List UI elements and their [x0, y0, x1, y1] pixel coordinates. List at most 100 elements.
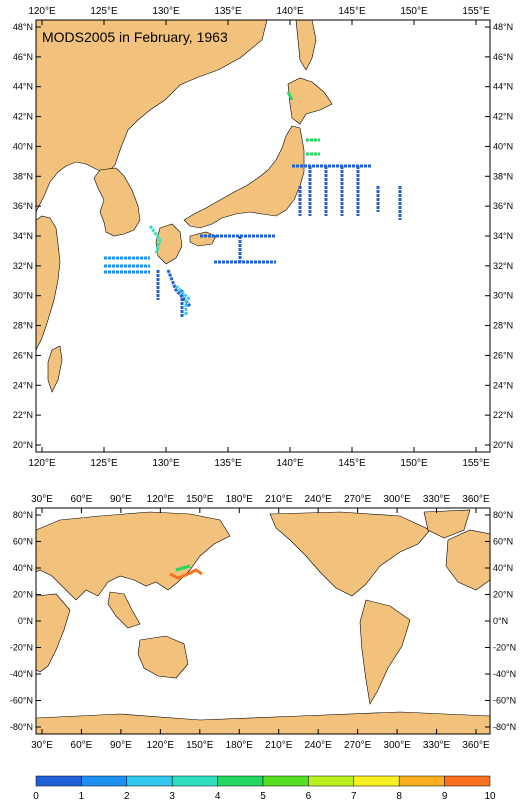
global-lon-label-top: 60°E: [71, 494, 93, 505]
regional-lon-label-bottom: 130°E: [152, 458, 180, 469]
regional-lat-label-left: 44°N: [13, 82, 33, 92]
track-south: [156, 269, 192, 318]
colorbar-segment: [171, 775, 218, 787]
regional-lon-label-top: 145°E: [338, 6, 366, 17]
africa: [35, 593, 71, 673]
colorbar-segment: [308, 775, 355, 787]
regional-lat-label-left: 20°N: [13, 440, 33, 450]
regional-lat-label-right: 32°N: [493, 261, 513, 271]
regional-lat-label-left: 24°N: [13, 380, 33, 390]
regional-lat-label-right: 20°N: [493, 440, 513, 450]
global-lon-label-top: 270°E: [344, 494, 372, 505]
australia: [137, 635, 189, 679]
track-sanriku: [306, 138, 320, 156]
colorbar-segment: [81, 775, 128, 787]
global-lat-label-left: -80°N: [10, 722, 33, 732]
global-lon-label-bottom: 180°E: [226, 740, 254, 751]
regional-lat-label-left: 42°N: [13, 112, 33, 122]
track-westbound: [104, 256, 150, 274]
track-hokkaido: [286, 91, 294, 101]
global-track-japan: [169, 568, 203, 580]
global-lon-label-top: 330°E: [423, 494, 451, 505]
honshu: [183, 125, 305, 229]
global-lat-label-right: 0°N: [493, 616, 508, 626]
regional-lon-label-bottom: 120°E: [28, 458, 56, 469]
colorbar-label: 1: [79, 791, 85, 802]
regional-lon-label-top: 120°E: [28, 6, 56, 17]
global-lat-label-right: 40°N: [493, 563, 513, 573]
regional-lon-label-top: 140°E: [276, 6, 304, 17]
colorbar-segment: [398, 775, 445, 787]
korea: [93, 167, 141, 237]
china-coast: [35, 215, 61, 351]
regional-lat-label-right: 24°N: [493, 380, 513, 390]
global-map: 30°E 30°E 60°E 60°E 90°E 90°E 120°E 120°E 150°E 1…: [10, 494, 516, 751]
track-pacific-coast: [200, 234, 276, 264]
global-lon-label-top: 120°E: [147, 494, 175, 505]
europe-east: [445, 529, 491, 591]
colorbar-label: 8: [396, 791, 402, 802]
regional-lat-label-left: 38°N: [13, 171, 33, 181]
global-lon-label-bottom: 270°E: [344, 740, 372, 751]
global-landmass: [35, 509, 491, 735]
regional-lat-label-right: 48°N: [493, 22, 513, 32]
sakhalin: [295, 19, 317, 71]
taiwan: [47, 345, 63, 393]
regional-map-ticks: 120°E 120°E 125°E 125°E 130°E 130°E 135°E 135°E…: [13, 6, 513, 469]
colorbar-label: 10: [484, 791, 496, 802]
regional-lat-label-right: 22°N: [493, 410, 513, 420]
colorbar-label: 7: [351, 791, 357, 802]
track-tsushima: [148, 225, 162, 255]
colorbar-label: 0: [33, 791, 39, 802]
global-map-ticks: 30°E 30°E 60°E 60°E 90°E 90°E 120°E 120°E 150°E 1…: [10, 494, 516, 751]
global-lon-label-top: 90°E: [110, 494, 132, 505]
colorbar-segment: [353, 775, 400, 787]
global-lat-label-right: -20°N: [493, 643, 516, 653]
regional-lat-label-left: 40°N: [13, 141, 33, 151]
south-america: [359, 599, 411, 705]
colorbar-segment: [126, 775, 173, 787]
regional-lat-label-left: 36°N: [13, 201, 33, 211]
global-tracks: [169, 564, 203, 580]
global-lon-label-bottom: 360°E: [462, 740, 490, 751]
global-lon-label-bottom: 330°E: [423, 740, 451, 751]
global-lat-label-right: -60°N: [493, 696, 516, 706]
regional-lon-label-top: 150°E: [400, 6, 428, 17]
regional-lat-label-left: 26°N: [13, 350, 33, 360]
regional-lon-label-bottom: 140°E: [276, 458, 304, 469]
colorbar-label: 2: [124, 791, 130, 802]
colorbar-segment: [262, 775, 309, 787]
landmass: [35, 19, 333, 393]
regional-lat-label-right: 38°N: [493, 171, 513, 181]
colorbar-label: 9: [442, 791, 448, 802]
global-lat-label-left: -40°N: [10, 669, 33, 679]
regional-lon-label-top: 130°E: [152, 6, 180, 17]
global-lon-label-top: 360°E: [462, 494, 490, 505]
global-lat-label-right: 60°N: [493, 537, 513, 547]
colorbar-segment: [217, 775, 264, 787]
global-lat-label-left: -20°N: [10, 643, 33, 653]
global-lat-label-right: -40°N: [493, 669, 516, 679]
regional-lat-label-right: 26°N: [493, 350, 513, 360]
regional-lat-label-left: 48°N: [13, 22, 33, 32]
observation-tracks: [104, 91, 402, 318]
regional-lat-label-right: 36°N: [493, 201, 513, 211]
global-lon-label-top: 300°E: [383, 494, 411, 505]
global-lat-label-right: 80°N: [493, 510, 513, 520]
global-track-japan-2: [175, 564, 191, 572]
global-lon-label-top: 240°E: [305, 494, 333, 505]
colorbar-label: 5: [260, 791, 266, 802]
regional-lon-label-top: 155°E: [462, 6, 490, 17]
global-lat-label-left: 20°N: [13, 590, 33, 600]
global-lon-label-bottom: 240°E: [305, 740, 333, 751]
global-lon-label-bottom: 300°E: [383, 740, 411, 751]
global-lon-label-bottom: 60°E: [71, 740, 93, 751]
regional-lat-label-left: 46°N: [13, 52, 33, 62]
regional-lat-label-left: 32°N: [13, 261, 33, 271]
global-lat-label-left: -60°N: [10, 696, 33, 706]
global-lat-label-left: 0°N: [18, 616, 33, 626]
regional-lat-label-right: 40°N: [493, 141, 513, 151]
regional-lat-label-right: 30°N: [493, 291, 513, 301]
colorbar: 0 1 2 3 4 5 6 7 8 9 10: [33, 775, 496, 802]
